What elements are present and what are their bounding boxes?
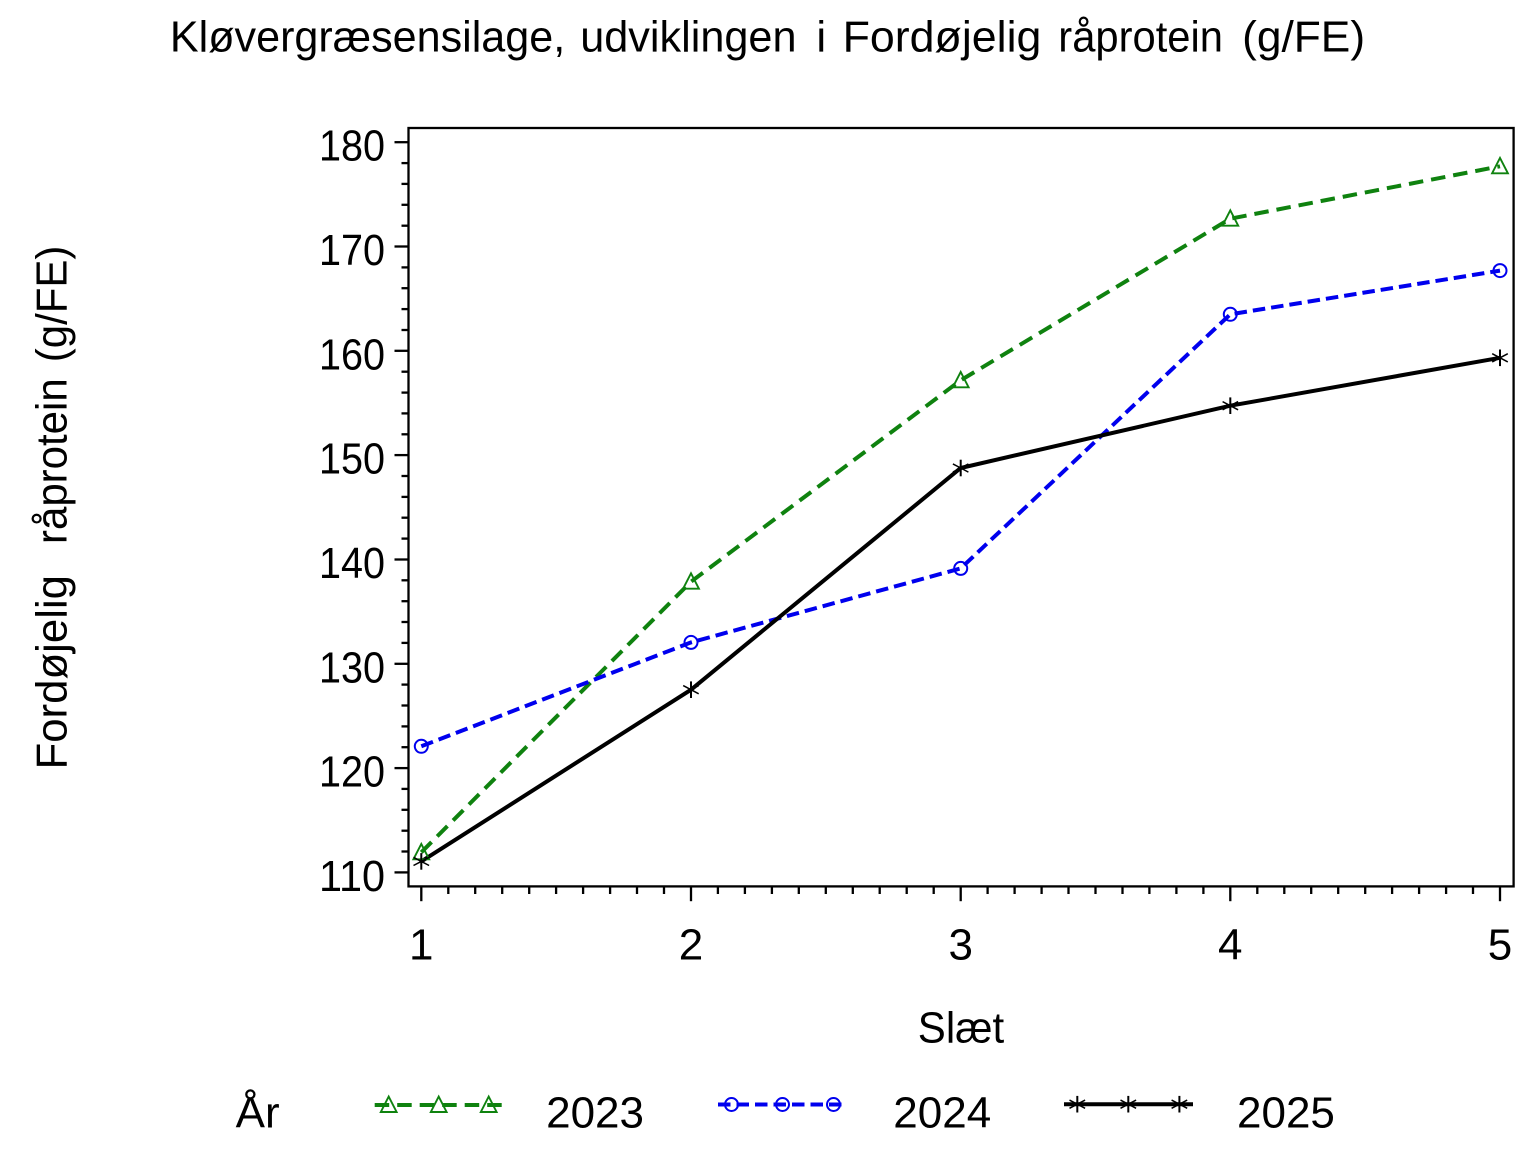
svg-text:(g/FE): (g/FE) (28, 246, 77, 363)
svg-text:4: 4 (1218, 921, 1242, 970)
svg-text:År: År (236, 1089, 280, 1138)
svg-text:Slæt: Slæt (918, 1004, 1004, 1053)
svg-text:2024: 2024 (893, 1089, 991, 1138)
svg-text:160: 160 (319, 330, 385, 379)
svg-text:Fordøjelig: Fordøjelig (28, 575, 77, 770)
svg-text:110: 110 (319, 852, 385, 901)
svg-text:råprotein: råprotein (28, 378, 77, 544)
svg-text:150: 150 (319, 435, 385, 484)
svg-text:130: 130 (319, 643, 385, 692)
svg-text:udviklingen: udviklingen (580, 13, 796, 62)
svg-text:i: i (816, 13, 826, 62)
svg-text:1: 1 (409, 921, 433, 970)
svg-text:Kløvergræsensilage,: Kløvergræsensilage, (170, 13, 565, 62)
svg-text:(g/FE): (g/FE) (1242, 13, 1365, 62)
svg-text:2023: 2023 (546, 1089, 644, 1138)
svg-text:170: 170 (319, 226, 385, 275)
svg-text:180: 180 (319, 122, 385, 171)
svg-text:120: 120 (319, 748, 385, 797)
svg-text:2025: 2025 (1237, 1089, 1335, 1138)
svg-text:5: 5 (1488, 921, 1512, 970)
svg-text:3: 3 (948, 921, 972, 970)
svg-text:råprotein: råprotein (1058, 13, 1223, 62)
svg-text:140: 140 (319, 539, 385, 588)
svg-text:Fordøjelig: Fordøjelig (843, 13, 1042, 62)
svg-text:2: 2 (679, 921, 703, 970)
